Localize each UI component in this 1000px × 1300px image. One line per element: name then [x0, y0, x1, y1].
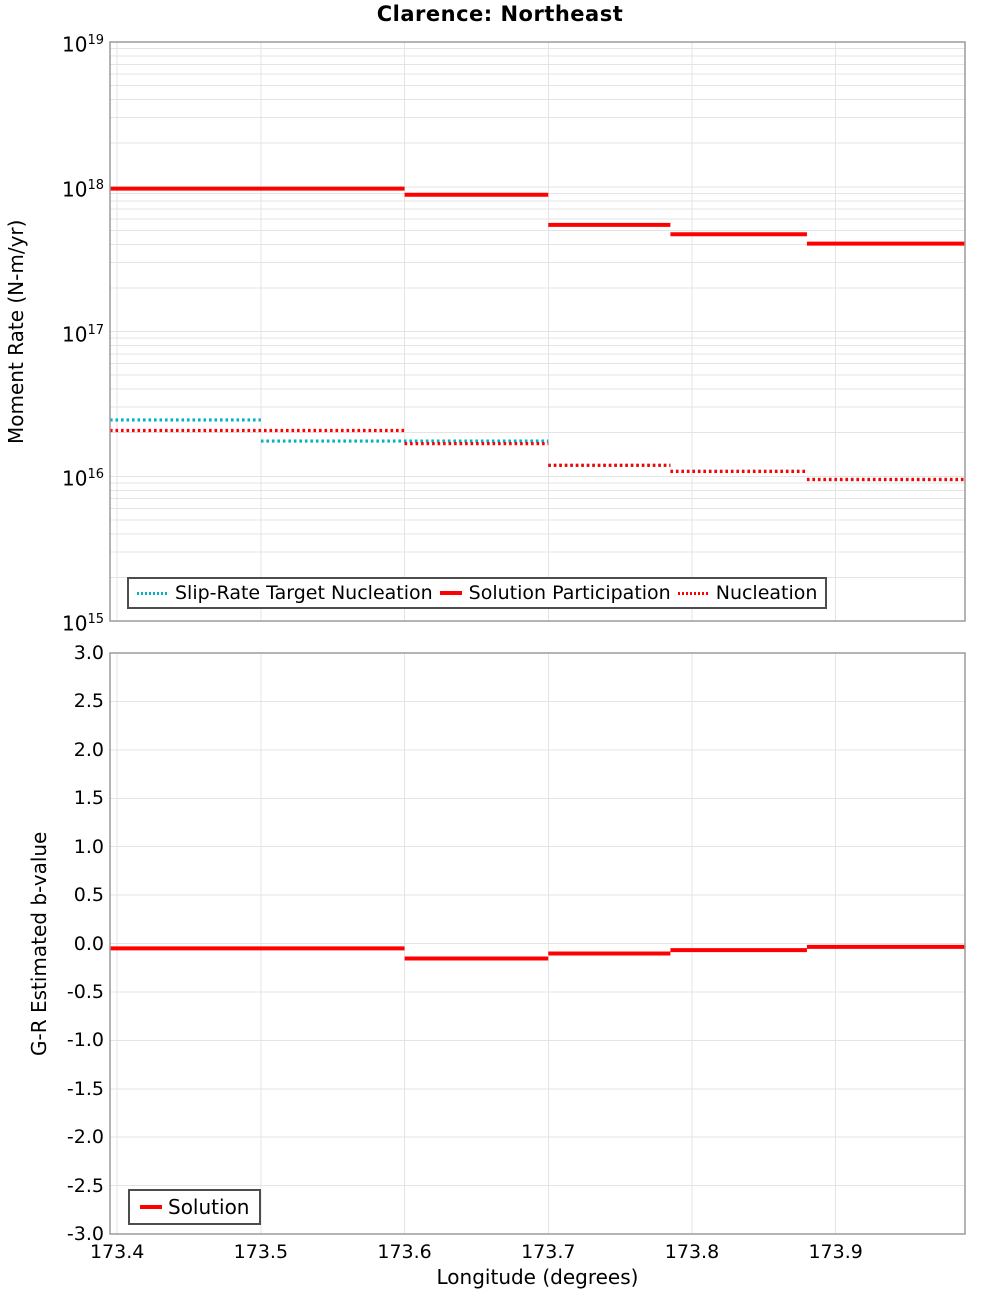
- b-value-axis-label: G-R Estimated b-value: [27, 831, 51, 1056]
- moment-rate-panel: [109, 41, 966, 622]
- series-solution-participation: [110, 186, 965, 246]
- x-tick-label: 173.9: [808, 1241, 863, 1263]
- y-tick-label: 3.0: [73, 642, 104, 664]
- y-tick-label: 1.0: [73, 835, 104, 858]
- series-solution: [110, 944, 965, 961]
- x-axis-label: Longitude (degrees): [436, 1265, 639, 1289]
- solution-participation-legend-line: [439, 591, 462, 595]
- y-tick-label: -2.0: [66, 1126, 104, 1149]
- legend-label-nucleation: Nucleation: [715, 582, 818, 604]
- y-tick-label: 2.0: [73, 738, 104, 761]
- y-tick-label: 1019: [62, 32, 104, 57]
- x-tick-label: 173.8: [664, 1241, 720, 1263]
- series-nucleation: [110, 428, 965, 482]
- legend-label-solution: Solution: [168, 1195, 250, 1219]
- panel-border: [109, 652, 966, 1235]
- nucleation-legend-line: [677, 591, 709, 595]
- legend-label-solution-participation: Solution Participation: [468, 582, 671, 604]
- solution-legend-line: [140, 1205, 162, 1209]
- y-tick-label: -1.0: [66, 1029, 104, 1052]
- x-tick-label: 173.5: [233, 1241, 289, 1263]
- y-tick-label: -0.5: [66, 980, 104, 1003]
- y-tick-label: 1016: [62, 466, 104, 491]
- figure-title: Clarence: Northeast: [376, 2, 624, 26]
- y-tick-label: -2.5: [66, 1174, 104, 1197]
- b-value-panel: [109, 652, 966, 1235]
- y-tick-label: 1015: [62, 611, 104, 636]
- x-tick-label: 173.7: [521, 1241, 576, 1263]
- y-tick-label: 2.5: [73, 690, 104, 713]
- moment-rate-legend: Slip-Rate Target Nucleation Solution Par…: [127, 577, 828, 609]
- y-tick-label: 0.5: [73, 884, 104, 907]
- b-value-legend: Solution: [128, 1189, 262, 1225]
- x-tick-label: 173.4: [89, 1241, 145, 1263]
- moment-rate-axis-label: Moment Rate (N-m/yr): [4, 219, 28, 444]
- series-slip-rate-target-nucleation: [110, 418, 965, 482]
- y-tick-label: 1018: [62, 177, 104, 202]
- panel-border: [109, 41, 966, 622]
- y-tick-label: 1017: [62, 322, 104, 347]
- slip-rate-target-legend-line: [137, 591, 168, 595]
- y-tick-label: -3.0: [66, 1223, 104, 1245]
- legend-label-slip-rate-target: Slip-Rate Target Nucleation: [175, 582, 433, 604]
- y-tick-label: 1.5: [73, 787, 104, 810]
- x-tick-label: 173.6: [377, 1241, 432, 1263]
- y-tick-label: 0.0: [73, 932, 104, 955]
- y-tick-label: -1.5: [66, 1077, 104, 1100]
